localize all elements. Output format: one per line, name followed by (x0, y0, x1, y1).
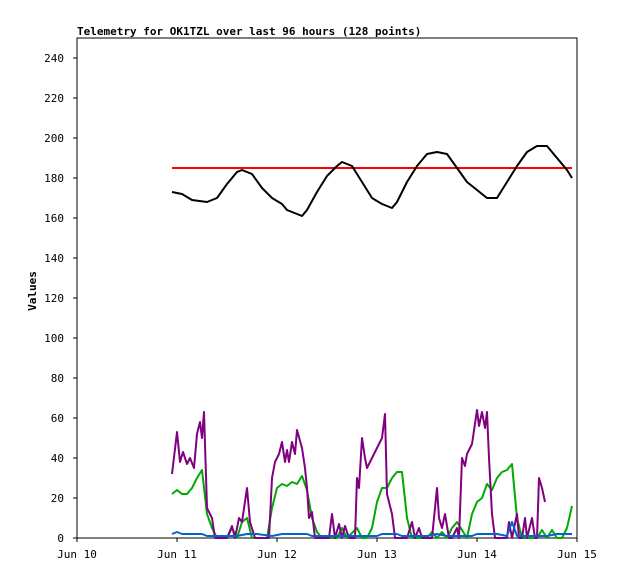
x-tick-label: Jun 15 (557, 548, 597, 561)
y-tick-label: 60 (51, 412, 64, 425)
series-line-4 (171, 409, 546, 539)
y-tick-label: 220 (44, 92, 64, 105)
y-tick-label: 180 (44, 172, 64, 185)
y-tick-label: 40 (51, 452, 64, 465)
y-axis-label: Values (26, 271, 39, 311)
y-tick-label: 20 (51, 492, 64, 505)
series-line-5 (171, 521, 572, 537)
x-tick-label: Jun 12 (257, 548, 297, 561)
y-tick-label: 120 (44, 292, 64, 305)
y-tick-label: 140 (44, 252, 64, 265)
y-tick-label: 0 (57, 532, 64, 545)
y-tick-label: 200 (44, 132, 64, 145)
y-tick-label: 240 (44, 52, 64, 65)
x-tick-label: Jun 13 (357, 548, 397, 561)
series-layer (171, 145, 573, 539)
x-axis: Jun 10 Jun 11 Jun 12 Jun 13 Jun 14 Jun 15 (57, 538, 597, 561)
plot-frame (76, 37, 578, 539)
series-line-2 (171, 145, 573, 217)
chart-title: Telemetry for OK1TZL over last 96 hours … (77, 25, 421, 38)
x-tick-label: Jun 11 (157, 548, 197, 561)
y-tick-label: 100 (44, 332, 64, 345)
x-tick-label: Jun 14 (457, 548, 497, 561)
x-tick-label: Jun 10 (57, 548, 97, 561)
y-tick-label: 80 (51, 372, 64, 385)
y-tick-label: 160 (44, 212, 64, 225)
y-axis: 0 20 40 60 80 100 120 140 160 180 200 220 240 (44, 52, 77, 545)
